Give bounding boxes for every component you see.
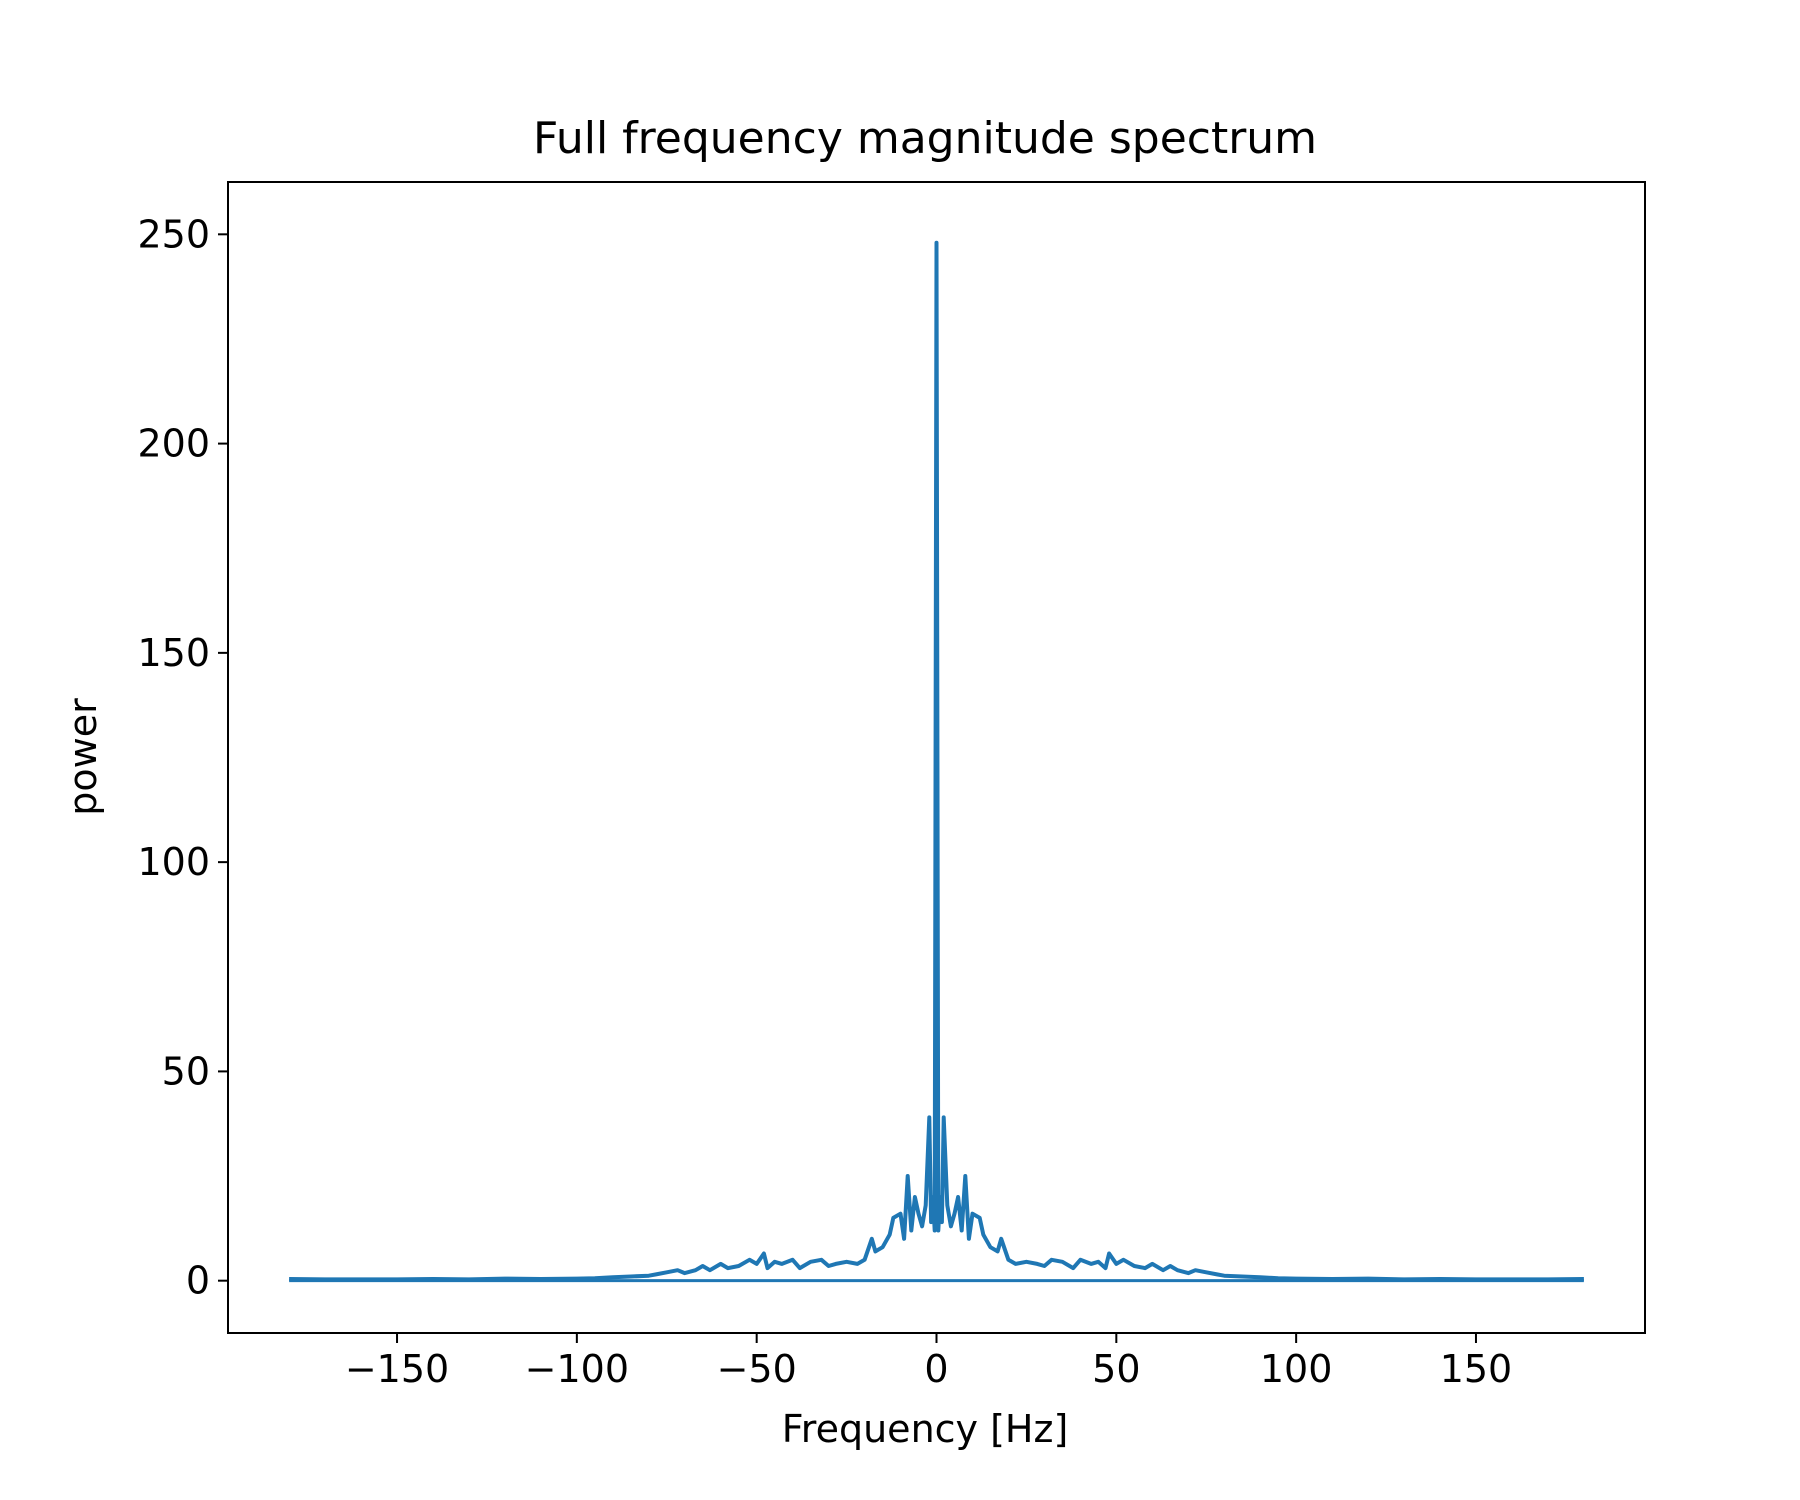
y-tick-label: 200 (137, 422, 210, 466)
x-tick-label: −100 (525, 1347, 629, 1391)
plot-area (227, 181, 1646, 1334)
y-axis: 0 50 100 150 200 250 (137, 212, 228, 1303)
chart-title: Full frequency magnitude spectrum (533, 113, 1317, 164)
y-tick-label: 100 (137, 840, 210, 884)
x-tick-label: 50 (1092, 1347, 1140, 1391)
series-line-0 (289, 240, 1584, 1282)
y-tick-label: 150 (137, 631, 210, 675)
y-tick-label: 250 (137, 212, 210, 256)
series-layer (289, 240, 1584, 1283)
x-tick-label: −150 (345, 1347, 449, 1391)
x-axis-label: Frequency [Hz] (782, 1407, 1069, 1451)
y-tick-label: 0 (186, 1259, 210, 1303)
y-tick-label: 50 (162, 1049, 210, 1093)
x-tick-label: 150 (1440, 1347, 1513, 1391)
x-tick-label: 100 (1260, 1347, 1333, 1391)
y-axis-label: power (61, 698, 105, 816)
x-tick-label: 0 (924, 1347, 948, 1391)
x-axis: −150 −100 −50 0 50 100 150 (345, 1333, 1512, 1391)
x-tick-label: −50 (717, 1347, 797, 1391)
